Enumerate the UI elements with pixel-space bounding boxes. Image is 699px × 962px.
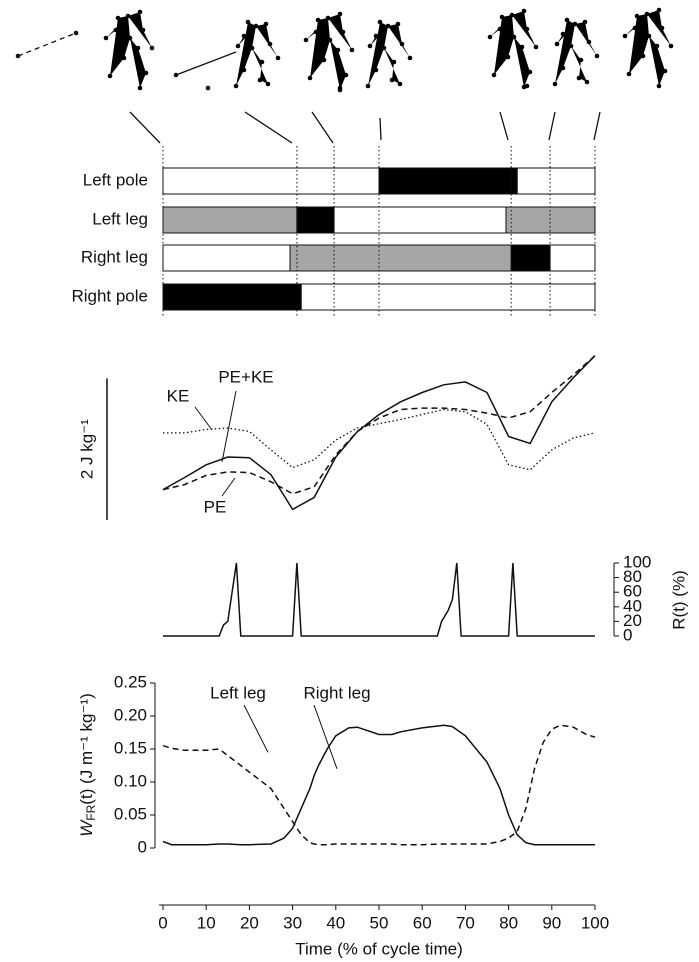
x-tick-label: 20 — [240, 913, 259, 932]
scale-bar-label: 2 J kg⁻¹ — [77, 419, 96, 479]
series-line — [162, 724, 596, 846]
y-tick-label: 0.20 — [114, 705, 147, 724]
phase-segment — [296, 206, 335, 234]
y-tick-label: 0 — [623, 625, 632, 644]
series-label: Right leg — [303, 683, 370, 702]
x-tick-label: 70 — [456, 913, 475, 932]
series-line — [162, 355, 596, 495]
x-tick-label: 60 — [413, 913, 432, 932]
y-tick-label: 0.10 — [114, 771, 147, 790]
row-label: Right leg — [81, 247, 148, 266]
series-line — [163, 408, 596, 471]
leader-line — [221, 477, 236, 497]
x-tick-label: 0 — [158, 913, 167, 932]
y-label-rest: (t) (J m⁻¹ kg⁻¹) — [77, 693, 96, 804]
series-label: PE — [204, 497, 227, 516]
series-label: PE+KE — [218, 367, 273, 386]
leader-line — [194, 406, 213, 431]
phase-segment — [378, 167, 518, 195]
row-label: Left pole — [83, 170, 148, 189]
phase-segment — [162, 283, 302, 311]
y-tick-label: 20 — [623, 611, 642, 630]
y-axis-label: R(t) (%) — [669, 570, 688, 629]
x-tick-label: 10 — [197, 913, 216, 932]
y-axis-label: WFR(t) (J m⁻¹ kg⁻¹) — [77, 693, 98, 836]
leader-line — [221, 390, 237, 463]
y-tick-label: 60 — [623, 582, 642, 601]
x-tick-label: 100 — [581, 913, 609, 932]
phase-segment — [510, 244, 551, 272]
x-axis-label: Time (% of cycle time) — [295, 939, 463, 958]
leader-line — [243, 704, 269, 753]
leader-line — [313, 704, 338, 769]
x-tick-label: 50 — [370, 913, 389, 932]
y-tick-label: 40 — [623, 596, 642, 615]
row-label: Left leg — [92, 209, 148, 228]
y-tick-label: 0.25 — [114, 672, 147, 691]
phase-segment — [289, 244, 512, 272]
y-tick-label: 80 — [623, 567, 642, 586]
y-tick-label: 0.05 — [114, 804, 147, 823]
phase-segment — [162, 206, 298, 234]
series-label: Left leg — [210, 683, 266, 702]
series-line — [162, 724, 595, 846]
series-line — [162, 355, 596, 511]
y-label-main: W — [77, 819, 96, 837]
connector-lines — [129, 111, 601, 144]
series-label: KE — [167, 386, 190, 405]
x-tick-label: 40 — [326, 913, 345, 932]
x-tick-label: 80 — [499, 913, 518, 932]
y-label-sub: FR — [84, 804, 98, 820]
x-tick-label: 30 — [283, 913, 302, 932]
y-tick-label: 0.15 — [114, 738, 147, 757]
x-tick-label: 90 — [542, 913, 561, 932]
y-tick-label: 100 — [623, 552, 651, 571]
stick-figures — [15, 7, 674, 93]
row-label: Right pole — [71, 286, 148, 305]
y-tick-label: 0 — [138, 837, 147, 856]
series-line — [163, 562, 595, 637]
